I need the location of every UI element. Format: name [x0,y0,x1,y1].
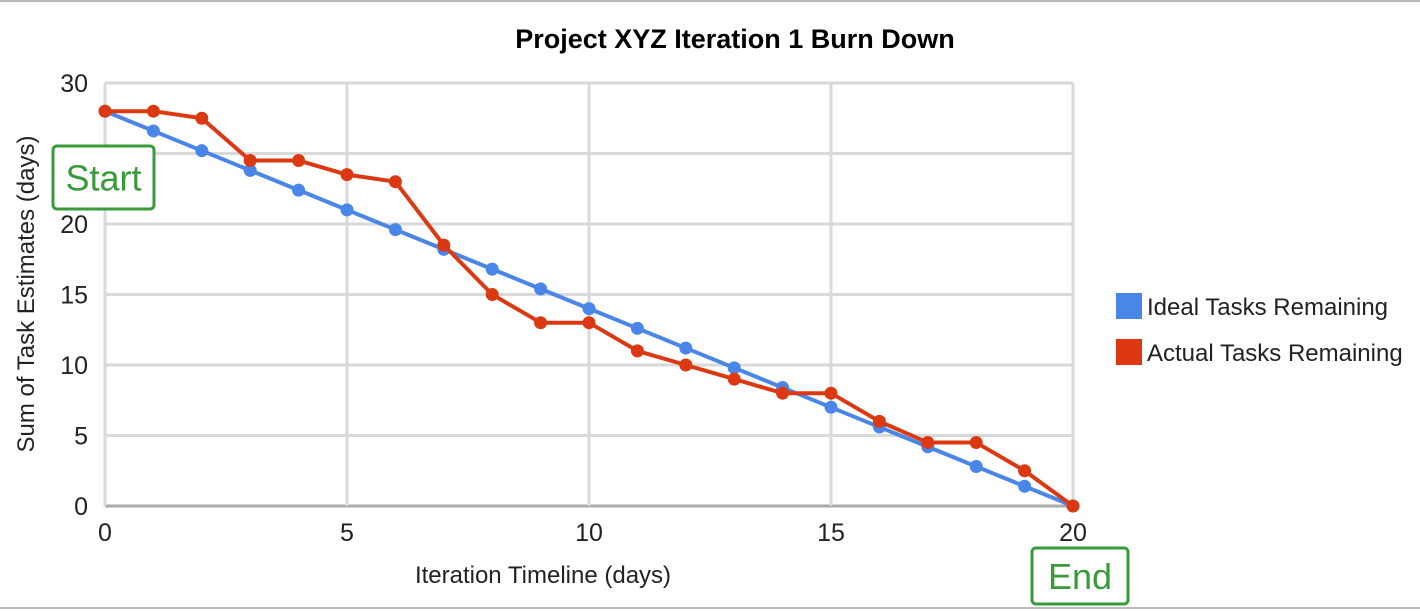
data-point [98,104,112,118]
data-point [679,358,693,372]
data-point [388,223,402,237]
y-tick-label: 10 [60,352,88,380]
data-point [1066,499,1080,513]
callout-box [1030,546,1130,606]
y-axis-label: Sum of Task Estimates (days) [13,136,40,453]
data-point [727,361,741,375]
legend-swatch [1116,339,1142,365]
data-point [969,436,983,450]
data-point [534,282,548,296]
data-point [243,154,257,168]
data-point [582,302,596,316]
data-point [195,144,209,158]
x-tick-label: 0 [98,519,112,547]
data-point [292,183,306,197]
x-tick-label: 15 [817,519,845,547]
data-point [485,262,499,276]
y-tick-label: 20 [60,211,88,239]
data-point [582,316,596,330]
data-point [485,288,499,301]
data-point [340,203,354,217]
data-point [146,124,160,138]
data-point [195,111,209,125]
legend: Ideal Tasks Remaining Actual Tasks Remain… [1116,293,1403,367]
chart-title: Project XYZ Iteration 1 Burn Down [515,24,955,54]
data-point [679,341,693,355]
data-point [388,175,402,189]
data-point [1018,464,1032,478]
data-point [630,344,644,358]
y-tick-label: 30 [60,70,88,98]
callout-label: End [1048,556,1112,597]
data-point [437,238,451,252]
y-tick-label: 0 [74,493,88,521]
x-tick-labels: 0 5 10 15 20 [98,519,1087,547]
data-point [872,414,886,428]
x-tick-label: 5 [340,519,354,547]
data-point [292,154,306,168]
series-actual [98,104,1080,513]
callout-start: Start [51,144,156,211]
y-tick-label: 5 [74,423,88,451]
data-point [824,400,838,414]
annotations: Start End [51,144,1130,606]
y-tick-label: 15 [60,282,88,310]
data-point [340,168,354,182]
data-point [921,436,935,450]
data-point [243,163,257,177]
callout-label: Start [65,158,141,199]
data-point [146,104,160,118]
callout-end: End [1030,546,1130,606]
legend-swatch [1116,293,1142,319]
x-tick-label: 10 [575,519,603,547]
data-point [969,460,983,474]
series-layer [98,104,1080,513]
x-axis-label: Iteration Timeline (days) [415,562,671,589]
data-point [1018,479,1032,493]
callout-box [51,144,156,211]
grid-lines [103,81,1075,508]
legend-label: Ideal Tasks Remaining [1147,294,1388,321]
data-point [727,372,741,386]
legend-label: Actual Tasks Remaining [1147,340,1403,367]
data-point [776,386,790,400]
y-tick-labels: 051015202530 [60,70,88,521]
data-point [534,316,548,330]
data-point [630,321,644,335]
data-point [824,386,838,400]
x-tick-label: 20 [1059,519,1087,547]
